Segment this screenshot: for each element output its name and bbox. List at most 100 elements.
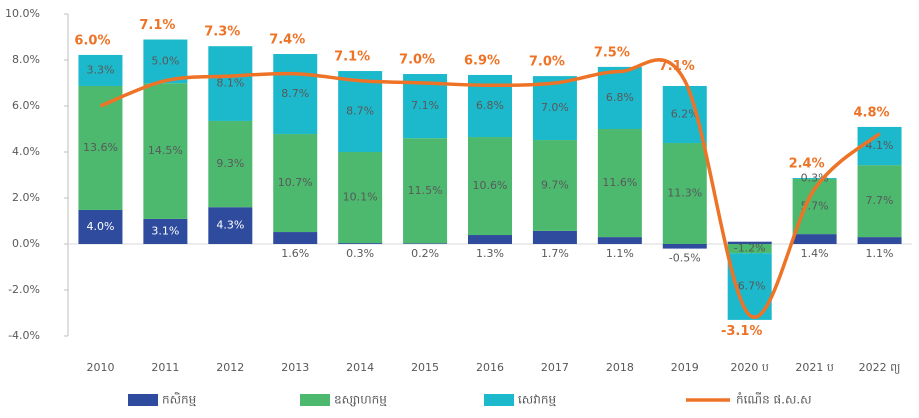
rate-label: 1.6% [281, 247, 309, 260]
bar-segment [273, 134, 318, 233]
line-label: 6.0% [74, 33, 110, 48]
bar-segment [273, 232, 318, 244]
bar-segment [727, 244, 772, 254]
rate-label: 11.3% [667, 187, 702, 200]
line-label: -3.1% [721, 324, 762, 339]
bar-segment [143, 218, 188, 244]
y-tick-label: -4.0% [8, 329, 40, 342]
bar-segment [662, 244, 707, 249]
x-tick-label: 2012 [216, 361, 244, 374]
rate-label: 3.1% [151, 224, 179, 237]
bar-segment [532, 76, 577, 141]
rate-label: 9.7% [541, 178, 569, 191]
line-label: 4.8% [854, 105, 890, 120]
bar-segment [143, 39, 188, 84]
rate-label: 4.3% [216, 219, 244, 232]
rate-label: 10.6% [473, 179, 508, 192]
bar-segment [78, 85, 123, 210]
line-label: 7.1% [334, 50, 370, 65]
rate-label: 14.5% [148, 144, 183, 157]
bar-segment [597, 129, 642, 238]
rate-label: 11.5% [408, 184, 443, 197]
legend-swatch [300, 394, 330, 406]
y-tick-label: 4.0% [12, 145, 40, 158]
bar-segment [792, 177, 837, 179]
rate-label: 4.0% [86, 220, 114, 233]
rate-label: 9.3% [216, 157, 244, 170]
line-label: 7.1% [139, 18, 175, 33]
legend-label: កសិកម្ម [162, 392, 197, 407]
legend-label: ឧស្សាហកម្ម [334, 393, 387, 407]
rate-label: 7.1% [411, 99, 439, 112]
rate-label: 6.8% [476, 99, 504, 112]
bar-segment [78, 54, 123, 86]
x-tick-label: 2016 [476, 361, 504, 374]
line-label: 7.3% [204, 25, 240, 40]
line-label: 2.4% [789, 156, 825, 171]
y-tick-label: 8.0% [12, 53, 40, 66]
bar-segment [857, 126, 902, 166]
rate-label: 10.7% [278, 176, 313, 189]
bar-segment [208, 207, 253, 244]
rate-label: 0.3% [346, 247, 374, 260]
bar-segment [78, 209, 123, 244]
bar-segment [338, 71, 383, 152]
y-tick-label: 6.0% [12, 99, 40, 112]
line [99, 58, 881, 319]
bar-segment [338, 152, 383, 244]
bar-segment [597, 66, 642, 129]
bar-segment [208, 46, 253, 121]
legend-label: សេវាកម្ម [518, 393, 556, 407]
bar-segment [468, 137, 512, 236]
bar-segment [532, 140, 577, 231]
bar-segment [403, 243, 448, 244]
bar-segment [857, 237, 902, 244]
bar-segment [597, 237, 642, 244]
x-tick-label: 2010 [86, 361, 114, 374]
rate-label: 10.1% [343, 191, 378, 204]
line-label: 7.0% [399, 53, 435, 68]
x-tick-label: 2013 [281, 361, 309, 374]
rate-label: 6.2% [671, 108, 699, 121]
line-label: 7.5% [594, 45, 630, 60]
rate-label: 0.2% [411, 247, 439, 260]
y-tick-label: -2.0% [8, 283, 40, 296]
legend-swatch [128, 394, 158, 406]
rate-label: 8.1% [216, 77, 244, 90]
rate-label: 8.7% [346, 105, 374, 118]
rate-label: 7.7% [866, 194, 894, 207]
bar-segment [792, 234, 837, 244]
line-label: 6.9% [464, 53, 500, 68]
bar-segment [857, 165, 902, 238]
line-label: 7.0% [529, 55, 565, 70]
line-label: 7.4% [269, 33, 305, 48]
rate-label: -6.7% [734, 280, 766, 293]
x-tick-label: 2021 ប [795, 361, 833, 374]
bar-segment [662, 143, 707, 244]
bar-segment [662, 85, 707, 144]
bar-segment [468, 235, 512, 244]
y-tick-label: 2.0% [12, 191, 40, 204]
rate-label: 1.1% [866, 247, 894, 260]
bar-segment [532, 230, 577, 244]
rate-label: 13.6% [83, 141, 118, 154]
x-tick-label: 2022 ព្យ [859, 361, 901, 374]
bar-segment [338, 243, 383, 244]
rate-label: 1.4% [801, 247, 829, 260]
x-tick-label: 2015 [411, 361, 439, 374]
bar-segment [273, 54, 318, 135]
rate-label: 1.1% [606, 247, 634, 260]
x-tick-label: 2014 [346, 361, 374, 374]
x-tick-label: 2020 ប [730, 361, 768, 374]
rate-label: 7.0% [541, 101, 569, 114]
rate-label: 5.0% [151, 54, 179, 67]
rate-label: 11.6% [602, 176, 637, 189]
rate-label: 4.1% [866, 139, 894, 152]
bar-segment [143, 83, 188, 219]
bar-segment [208, 120, 253, 208]
rate-label: 1.3% [476, 247, 504, 260]
rate-label: 1.7% [541, 247, 569, 260]
bar-segment [403, 138, 448, 244]
rate-label: -0.5% [669, 252, 701, 265]
